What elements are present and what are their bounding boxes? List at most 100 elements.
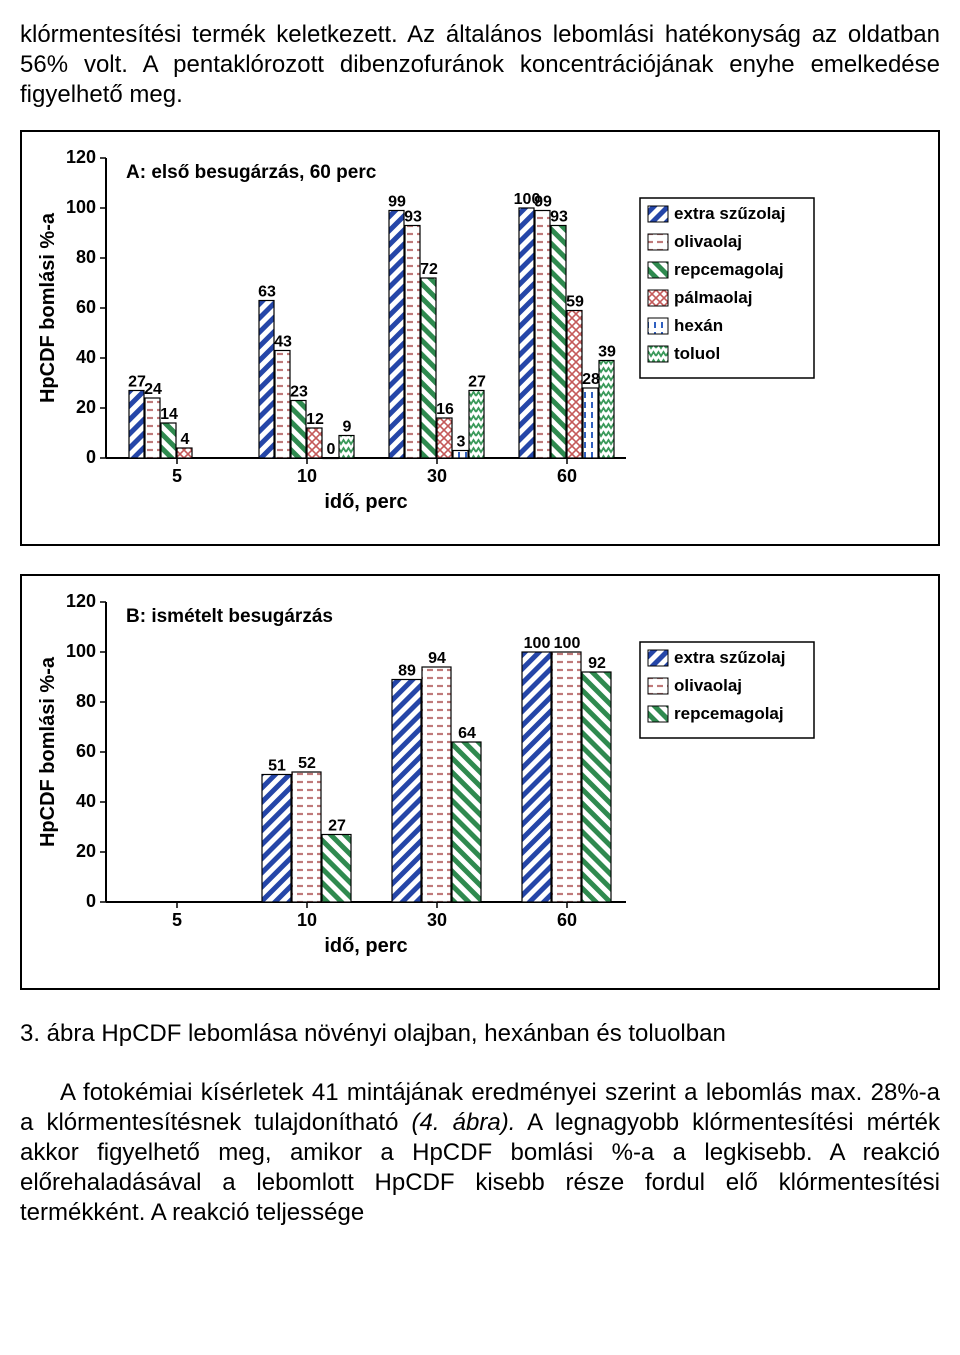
svg-text:pálmaolaj: pálmaolaj: [674, 288, 752, 307]
bar: [452, 742, 481, 902]
svg-text:93: 93: [550, 209, 568, 226]
svg-text:olivaolaj: olivaolaj: [674, 676, 742, 695]
svg-text:14: 14: [160, 406, 178, 423]
svg-text:93: 93: [404, 209, 422, 226]
svg-text:60: 60: [76, 741, 96, 761]
svg-text:52: 52: [298, 755, 316, 772]
svg-text:28: 28: [582, 371, 600, 388]
bar: [262, 775, 291, 903]
bar: [567, 311, 582, 459]
bar: [535, 211, 550, 459]
bar: [522, 652, 551, 902]
bar: [291, 401, 306, 459]
svg-text:20: 20: [76, 397, 96, 417]
bar: [583, 388, 598, 458]
bar: [519, 208, 534, 458]
bar: [389, 211, 404, 459]
svg-text:0: 0: [86, 447, 96, 467]
svg-text:64: 64: [458, 725, 476, 742]
svg-text:100: 100: [524, 635, 551, 652]
chart-a-box: 020406080100120A: első besugárzás, 60 pe…: [20, 130, 940, 546]
svg-text:10: 10: [297, 910, 317, 930]
legend-swatch: [648, 290, 668, 306]
legend-swatch: [648, 678, 668, 694]
legend-swatch: [648, 706, 668, 722]
svg-text:12: 12: [306, 411, 324, 428]
legend-swatch: [648, 318, 668, 334]
svg-text:idő, perc: idő, perc: [324, 491, 407, 513]
body-paragraph: A fotokémiai kísérletek 41 mintájának er…: [20, 1078, 940, 1228]
svg-text:94: 94: [428, 650, 446, 667]
svg-text:24: 24: [144, 381, 162, 398]
svg-text:20: 20: [76, 841, 96, 861]
bar: [405, 226, 420, 459]
svg-text:100: 100: [66, 641, 96, 661]
bar: [339, 436, 354, 459]
svg-text:B: ismételt besugárzás: B: ismételt besugárzás: [126, 606, 333, 627]
bar: [453, 451, 468, 459]
svg-text:3: 3: [457, 434, 466, 451]
svg-text:92: 92: [588, 655, 606, 672]
bar: [421, 278, 436, 458]
bar: [323, 458, 338, 459]
svg-text:extra szűzolaj: extra szűzolaj: [674, 204, 786, 223]
svg-text:60: 60: [557, 466, 577, 486]
svg-text:100: 100: [66, 197, 96, 217]
svg-text:olivaolaj: olivaolaj: [674, 232, 742, 251]
svg-text:60: 60: [557, 910, 577, 930]
svg-text:40: 40: [76, 347, 96, 367]
svg-text:HpCDF bomlási %-a: HpCDF bomlási %-a: [37, 656, 59, 847]
chart-a: 020406080100120A: első besugárzás, 60 pe…: [36, 142, 924, 530]
svg-text:40: 40: [76, 791, 96, 811]
bar: [129, 391, 144, 459]
chart-b: 020406080100120B: ismételt besugárzásHpC…: [36, 586, 924, 974]
svg-text:repcemagolaj: repcemagolaj: [674, 260, 784, 279]
svg-text:39: 39: [598, 344, 616, 361]
svg-text:A: első besugárzás, 60 perc: A: első besugárzás, 60 perc: [126, 162, 377, 183]
svg-text:27: 27: [468, 374, 486, 391]
svg-text:23: 23: [290, 384, 308, 401]
svg-text:0: 0: [327, 441, 336, 458]
bar: [582, 672, 611, 902]
bar: [599, 361, 614, 459]
legend-swatch: [648, 346, 668, 362]
legend-swatch: [648, 234, 668, 250]
svg-text:toluol: toluol: [674, 344, 720, 363]
legend-swatch: [648, 262, 668, 278]
bar: [177, 448, 192, 458]
svg-text:5: 5: [172, 910, 182, 930]
svg-text:30: 30: [427, 466, 447, 486]
bar: [392, 680, 421, 903]
bar: [307, 428, 322, 458]
bar: [292, 772, 321, 902]
bar: [469, 391, 484, 459]
bar: [552, 652, 581, 902]
svg-text:repcemagolaj: repcemagolaj: [674, 704, 784, 723]
bar: [259, 301, 274, 459]
svg-text:59: 59: [566, 294, 584, 311]
legend-swatch: [648, 206, 668, 222]
bar: [145, 398, 160, 458]
bar: [322, 835, 351, 903]
svg-text:10: 10: [297, 466, 317, 486]
svg-text:60: 60: [76, 297, 96, 317]
svg-text:5: 5: [172, 466, 182, 486]
svg-text:89: 89: [398, 663, 416, 680]
svg-text:43: 43: [274, 334, 292, 351]
svg-text:HpCDF bomlási %-a: HpCDF bomlási %-a: [37, 212, 59, 403]
svg-text:9: 9: [343, 419, 352, 436]
figure-caption: 3. ábra HpCDF lebomlása növényi olajban,…: [20, 1020, 940, 1048]
svg-text:51: 51: [268, 758, 286, 775]
chart-b-box: 020406080100120B: ismételt besugárzásHpC…: [20, 574, 940, 990]
bar: [551, 226, 566, 459]
svg-text:16: 16: [436, 401, 454, 418]
svg-text:72: 72: [420, 261, 438, 278]
svg-text:80: 80: [76, 247, 96, 267]
svg-text:80: 80: [76, 691, 96, 711]
svg-text:100: 100: [554, 635, 581, 652]
svg-text:63: 63: [258, 284, 276, 301]
legend-swatch: [648, 650, 668, 666]
svg-text:120: 120: [66, 591, 96, 611]
svg-text:30: 30: [427, 910, 447, 930]
svg-text:4: 4: [181, 431, 190, 448]
